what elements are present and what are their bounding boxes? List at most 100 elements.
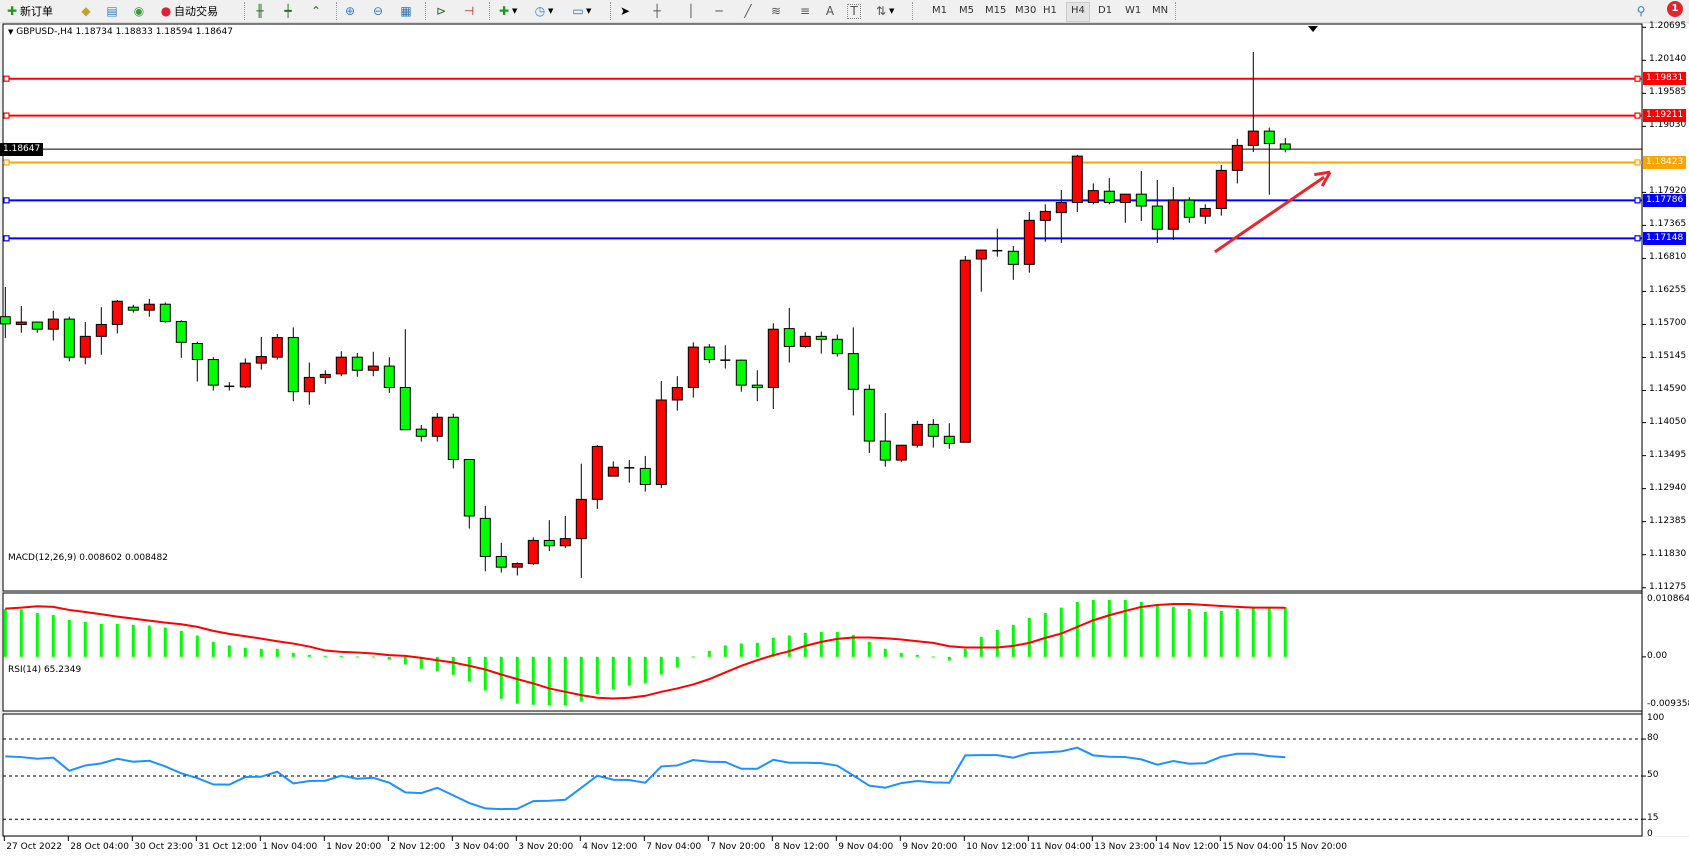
tile-windows-button[interactable]: ▦ (398, 2, 414, 20)
timeframe-m5[interactable]: M5 (959, 5, 974, 16)
macd-histogram-bar (915, 654, 919, 657)
time-tick-label: 15 Nov 20:00 (1286, 842, 1347, 852)
macd-histogram-bar (339, 655, 343, 657)
candle-body (543, 539, 555, 547)
new-order-button[interactable]: ✚ 新订单 (4, 2, 53, 20)
text-label-button[interactable]: T (847, 2, 861, 20)
zoom-in-button[interactable]: ⊕ (342, 2, 358, 20)
autoscroll-button[interactable]: ⊳ (433, 2, 449, 20)
templates-icon: ▭ (572, 4, 584, 18)
timeframe-m30[interactable]: M30 (1015, 5, 1037, 16)
candle-body (271, 337, 283, 358)
macd-histogram-bar (1139, 601, 1143, 657)
current-price-label: 1.18647 (0, 142, 43, 156)
candlestick-button[interactable]: ┿ (280, 2, 296, 20)
price-tick-label: 1.17365 (1649, 219, 1687, 230)
auto-trading-button[interactable]: ● 自动交易 (158, 2, 218, 20)
chart-canvas[interactable] (0, 23, 1689, 862)
macd-histogram-bar (483, 656, 487, 691)
candle-body (1279, 143, 1291, 150)
arrows-button[interactable]: ⇅ ▼ (873, 2, 894, 20)
price-tick-label: 1.13495 (1649, 449, 1687, 460)
chart-shift-button[interactable]: ⊣ (461, 2, 477, 20)
candle-body (1247, 130, 1259, 146)
data-window-icon: ▤ (106, 4, 118, 18)
fibonacci-icon: ≋ (770, 4, 782, 18)
timeframe-h1[interactable]: H1 (1043, 5, 1057, 16)
text-button[interactable]: A (822, 2, 838, 20)
candle-body (1023, 219, 1035, 265)
macd-histogram-bar (419, 656, 423, 669)
candle-body (431, 416, 443, 437)
macd-histogram-bar (371, 656, 375, 658)
templates-button[interactable]: ▭ ▼ (570, 2, 591, 20)
new-order-icon: ✚ (6, 4, 18, 18)
macd-histogram-bar (595, 656, 599, 695)
fibo-fan-button[interactable]: ≡ (797, 2, 813, 20)
vertical-line-button[interactable]: │ (683, 2, 699, 20)
macd-histogram-bar (851, 634, 855, 657)
candle-body (159, 303, 171, 322)
bar-chart-icon: ╫ (256, 4, 264, 18)
line-chart-button[interactable]: ⌃ (308, 2, 324, 20)
time-tick-label: 15 Nov 04:00 (1222, 842, 1283, 852)
trendline-button[interactable]: ╱ (740, 2, 756, 20)
macd-histogram-bar (1123, 599, 1127, 657)
macd-histogram-bar (1155, 605, 1159, 657)
level-price-label: 1.17148 (1643, 231, 1686, 245)
level-handle-left (3, 75, 10, 82)
candle-body (591, 445, 603, 500)
bar-chart-button[interactable]: ╫ (252, 2, 268, 20)
crosshair-icon: ┼ (653, 4, 661, 18)
chart-window[interactable]: ▼ GBPUSD-,H4 1.18734 1.18833 1.18594 1.1… (0, 21, 1689, 862)
macd-histogram-bar (531, 656, 535, 705)
cursor-button[interactable]: ➤ (617, 2, 633, 20)
macd-histogram-bar (611, 656, 615, 690)
timeframe-h4[interactable]: H4 (1066, 2, 1090, 22)
data-window-button[interactable]: ▤ (104, 2, 120, 20)
candle-body (95, 323, 107, 337)
rsi-tick-label: 50 (1647, 770, 1659, 781)
search-button[interactable]: ⚲ (1633, 2, 1649, 20)
timeframe-d1[interactable]: D1 (1098, 5, 1113, 16)
timeframe-mn[interactable]: MN (1152, 5, 1169, 16)
candle-body (1119, 193, 1131, 203)
fibonacci-button[interactable]: ≋ (768, 2, 784, 20)
candlestick-icon: ┿ (284, 4, 292, 18)
candle-body (351, 356, 363, 371)
new-indicator-button[interactable]: ✚ ▼ (496, 2, 517, 20)
candle-body (191, 342, 203, 361)
price-tick-label: 1.11275 (1649, 581, 1687, 592)
candle-body (495, 555, 507, 568)
market-watch-button[interactable]: ◆ (78, 2, 94, 20)
timeframe-m15[interactable]: M15 (985, 5, 1007, 16)
dropdown-arrow-icon: ▼ (512, 7, 518, 15)
macd-histogram-bar (691, 656, 695, 658)
symbol-ohlc-text: GBPUSD-,H4 1.18734 1.18833 1.18594 1.186… (16, 27, 233, 37)
signals-button[interactable]: ◉ (131, 2, 147, 20)
text-icon: A (825, 4, 835, 18)
rsi-title: RSI(14) 65.2349 (8, 665, 82, 675)
price-tick-label: 1.12385 (1649, 515, 1687, 526)
price-tick-label: 1.11830 (1649, 548, 1687, 559)
crosshair-button[interactable]: ┼ (649, 2, 665, 20)
timeframe-m1[interactable]: M1 (932, 5, 947, 16)
candle-body (559, 538, 571, 547)
candle-body (111, 300, 123, 325)
macd-tick-label: -0.009358 (1647, 699, 1689, 709)
collapse-triangle-icon[interactable]: ▼ (8, 28, 14, 36)
horizontal-line-button[interactable]: ─ (711, 2, 727, 20)
macd-histogram-bar (1011, 624, 1015, 657)
level-price-label: 1.17786 (1643, 193, 1686, 207)
macd-histogram-bar (227, 645, 231, 657)
macd-histogram-bar (451, 656, 455, 675)
timeframe-w1[interactable]: W1 (1125, 5, 1142, 16)
periods-button[interactable]: ◷ ▼ (532, 2, 554, 20)
toolbar: ✚ 新订单 ◆ ▤ ◉ ● 自动交易 ╫ ┿ ⌃ ⊕ ⊖ ▦ ⊳ ⊣ ✚ ▼ ◷ ▼… (0, 0, 1689, 23)
zoom-out-button[interactable]: ⊖ (370, 2, 386, 20)
level-price-label: 1.18423 (1643, 155, 1686, 169)
price-tick-label: 1.16810 (1649, 252, 1687, 263)
macd-histogram-bar (163, 627, 167, 657)
macd-histogram-bar (1075, 601, 1079, 657)
notification-badge[interactable]: 1 (1667, 1, 1683, 17)
